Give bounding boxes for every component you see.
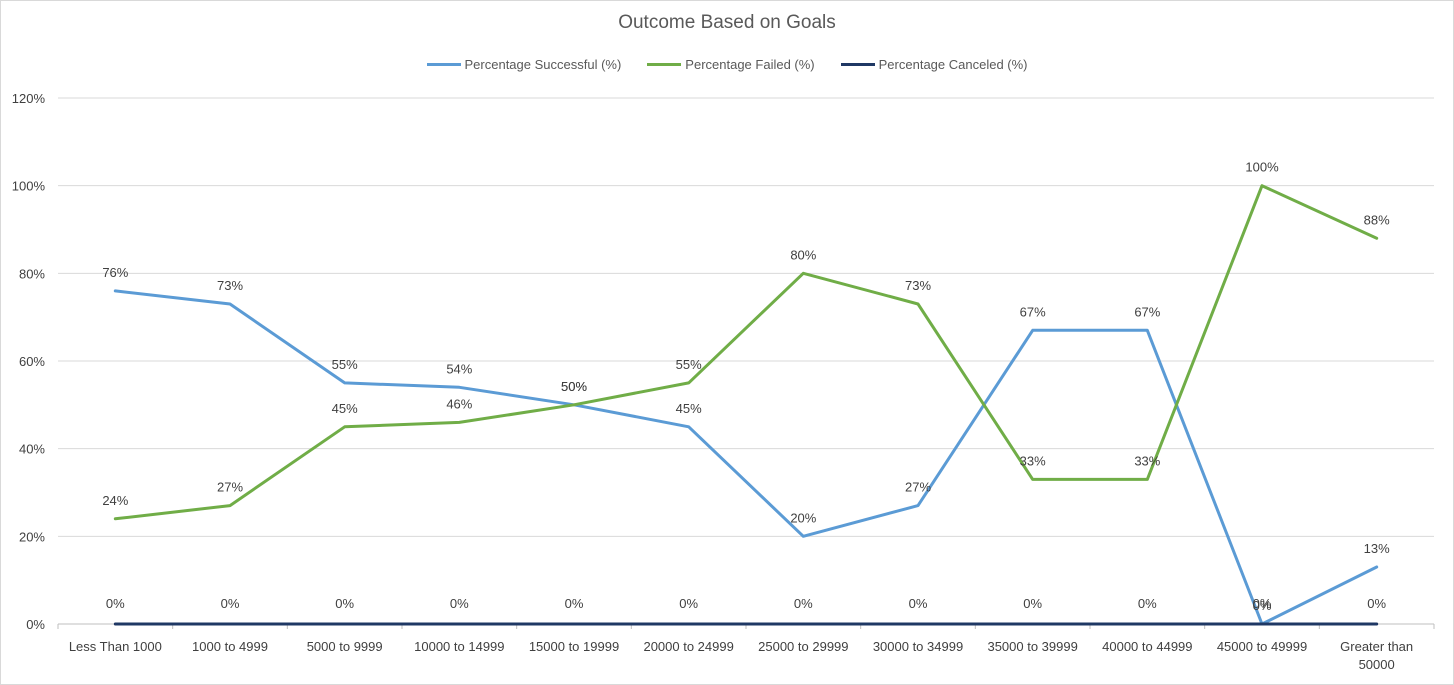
data-label-successful: 0% [1253, 598, 1272, 613]
data-label-failed: 50% [561, 379, 587, 394]
data-label-successful: 54% [446, 361, 472, 376]
x-tick-label: 45000 to 49999 [1217, 639, 1307, 654]
series-line-failed [113, 184, 1379, 521]
legend-item-failed: Percentage Failed (%) [647, 57, 815, 72]
data-label-failed: 55% [676, 357, 702, 372]
data-label-canceled: 0% [1138, 596, 1157, 611]
x-tick-label: 35000 to 39999 [987, 639, 1077, 654]
y-tick-label: 20% [19, 529, 45, 544]
data-label-successful: 27% [905, 480, 931, 495]
data-label-canceled: 0% [1253, 596, 1272, 611]
data-label-failed: 27% [217, 480, 243, 495]
data-label-canceled: 0% [335, 596, 354, 611]
data-label-successful: 45% [676, 401, 702, 416]
x-tick-label: 20000 to 24999 [643, 639, 733, 654]
data-label-failed: 80% [790, 247, 816, 262]
legend-swatch-failed [647, 63, 682, 66]
x-tick-label: 15000 to 19999 [529, 639, 619, 654]
data-label-failed: 24% [102, 493, 128, 508]
data-label-canceled: 0% [106, 596, 125, 611]
x-tick-label: 5000 to 9999 [307, 639, 383, 654]
legend-swatch-canceled [840, 63, 875, 66]
y-tick-label: 60% [19, 354, 45, 369]
data-label-successful: 73% [217, 278, 243, 293]
x-tick-label: 25000 to 29999 [758, 639, 848, 654]
data-label-failed: 73% [905, 278, 931, 293]
legend-label-canceled: Percentage Canceled (%) [878, 57, 1028, 72]
data-label-canceled: 0% [794, 596, 813, 611]
data-label-canceled: 0% [679, 596, 698, 611]
data-label-failed: 33% [1134, 453, 1160, 468]
x-tick-label: Greater than 50000 [1340, 639, 1413, 672]
data-label-canceled: 0% [1367, 596, 1386, 611]
data-label-canceled: 0% [450, 596, 469, 611]
data-label-successful: 67% [1020, 304, 1046, 319]
data-label-successful: 76% [102, 265, 128, 280]
x-tick-label: 40000 to 44999 [1102, 639, 1192, 654]
series-line-successful [113, 289, 1379, 626]
y-tick-label: 80% [19, 266, 45, 281]
x-tick-label: 10000 to 14999 [414, 639, 504, 654]
legend-swatch-successful [426, 63, 461, 66]
y-tick-label: 0% [26, 617, 45, 632]
data-label-successful: 67% [1134, 304, 1160, 319]
chart-title: Outcome Based on Goals [618, 12, 836, 33]
data-label-failed: 100% [1245, 160, 1279, 175]
y-tick-label: 120% [12, 91, 46, 106]
data-label-canceled: 0% [221, 596, 240, 611]
data-label-failed: 33% [1020, 453, 1046, 468]
data-label-successful: 20% [790, 510, 816, 525]
legend-label-failed: Percentage Failed (%) [685, 57, 815, 72]
data-label-failed: 46% [446, 396, 472, 411]
x-tick-label: Less Than 1000 [69, 639, 162, 654]
y-tick-label: 40% [19, 442, 45, 457]
y-tick-label: 100% [12, 179, 46, 194]
x-tick-label: 1000 to 4999 [192, 639, 268, 654]
data-label-failed: 88% [1364, 212, 1390, 227]
data-label-canceled: 0% [909, 596, 928, 611]
data-label-failed: 45% [332, 401, 358, 416]
data-label-successful: 13% [1364, 541, 1390, 556]
legend-label-successful: Percentage Successful (%) [464, 57, 622, 72]
data-label-canceled: 0% [565, 596, 584, 611]
data-label-successful: 50% [561, 379, 587, 394]
legend-item-successful: Percentage Successful (%) [426, 57, 622, 72]
legend: Percentage Successful (%) Percentage Fai… [0, 57, 1454, 72]
x-tick-label: 30000 to 34999 [873, 639, 963, 654]
data-label-canceled: 0% [1023, 596, 1042, 611]
legend-item-canceled: Percentage Canceled (%) [840, 57, 1028, 72]
data-label-successful: 55% [332, 357, 358, 372]
